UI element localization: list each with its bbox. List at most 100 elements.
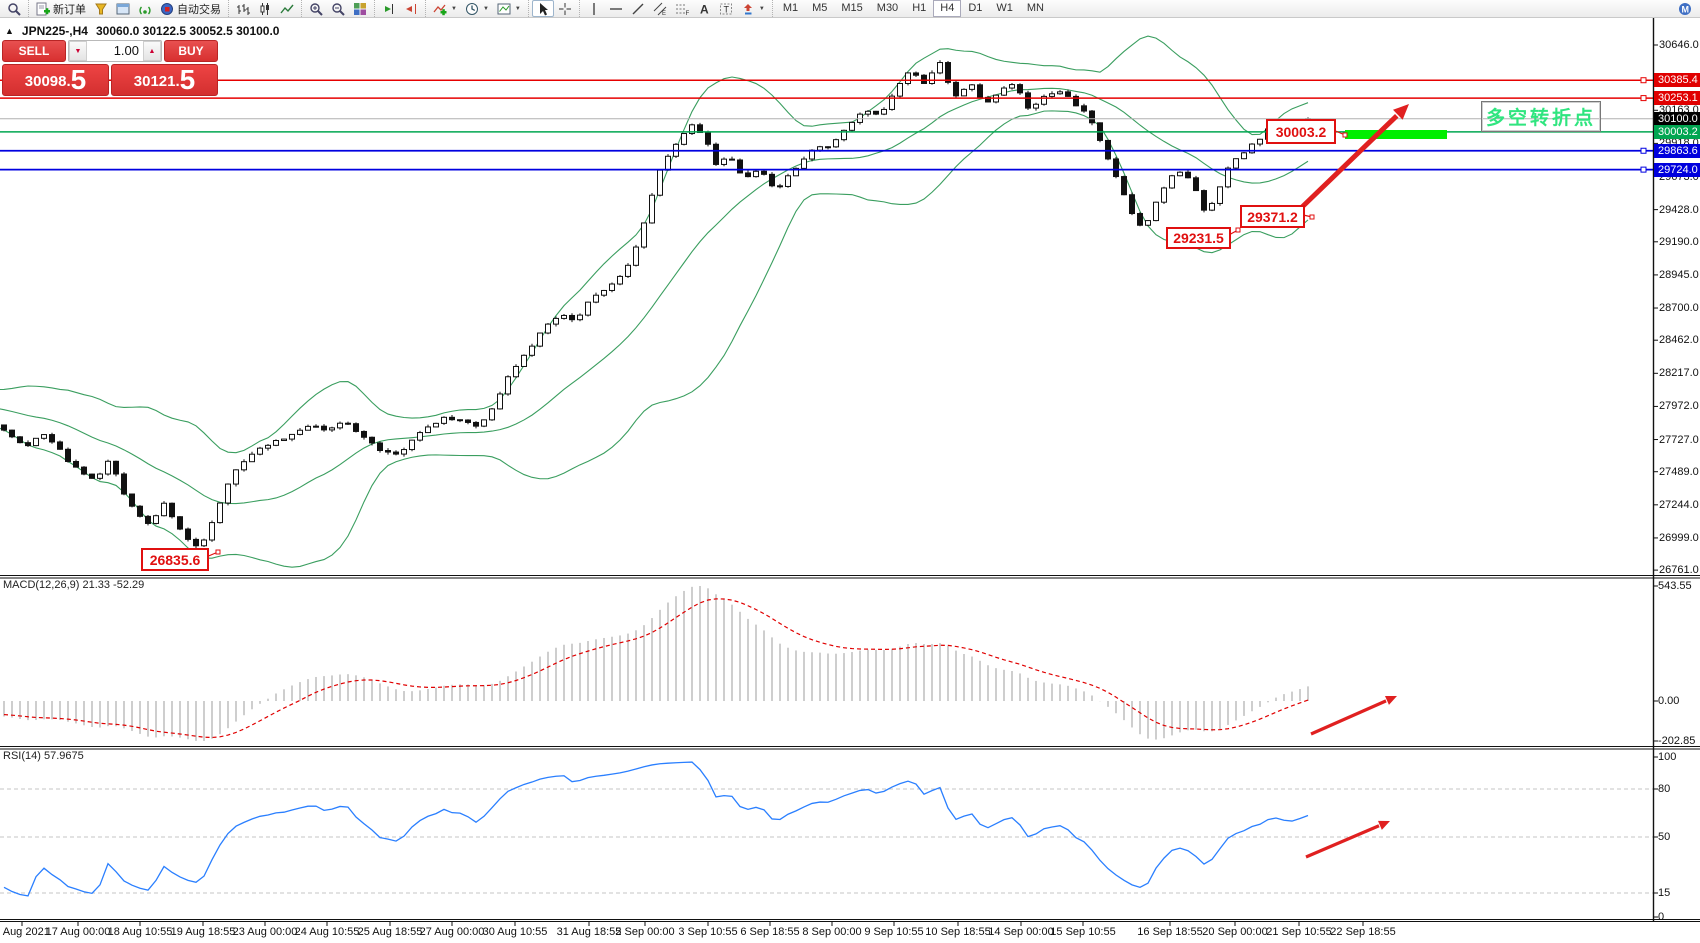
equidistant-channel-button[interactable]: E <box>649 0 671 17</box>
sell-button[interactable]: SELL <box>2 40 66 62</box>
svg-text:E: E <box>662 11 666 16</box>
timeframe-d1-button[interactable]: D1 <box>968 2 983 14</box>
price-tick-label: 28700.0 <box>1659 302 1699 315</box>
time-axis-label: 3 Aug 2021 <box>0 926 50 938</box>
rsi-tick-label: 100 <box>1658 751 1677 763</box>
new-chart-window-button[interactable] <box>112 0 134 17</box>
price-level-badge: 30003.2 <box>1654 124 1700 139</box>
collapse-triangle-icon[interactable]: ▲ <box>5 26 14 36</box>
horizontal-line-button[interactable] <box>605 0 627 17</box>
styler-button[interactable] <box>90 0 112 17</box>
price-tick-label: 26761.0 <box>1659 564 1699 577</box>
volume-value[interactable]: 1.00 <box>113 43 139 58</box>
vline-icon <box>593 2 595 15</box>
rsi-indicator-label: RSI(14) 57.9675 <box>3 750 84 762</box>
svg-text:M: M <box>1682 4 1690 14</box>
price-annotation-label: 30003.2 <box>1266 119 1336 144</box>
price-annotation-label: 26835.6 <box>141 548 209 571</box>
arrows-icon <box>743 3 752 14</box>
svg-text:F: F <box>685 10 689 16</box>
cursor-button[interactable] <box>531 0 554 17</box>
time-axis-label: 17 Aug 00:00 <box>45 926 111 938</box>
magnifier-icon <box>8 2 21 16</box>
volume-increase-button[interactable]: ▲ <box>143 41 161 61</box>
trendline-button[interactable] <box>627 0 649 17</box>
auto-scroll-icon <box>385 3 393 14</box>
periods-button[interactable]: ▼ <box>461 0 493 17</box>
autotrade-icon <box>161 2 173 15</box>
time-axis-label: 19 Aug 18:55 <box>170 926 236 938</box>
indicators-list-button[interactable]: ▼ <box>429 0 461 17</box>
time-axis-label: 24 Aug 10:55 <box>294 926 360 938</box>
macd-tick-label: 0.00 <box>1658 695 1680 707</box>
signals-button[interactable] <box>134 0 156 17</box>
price-level-badge: 30385.4 <box>1654 73 1700 88</box>
time-axis-label: 2 Sep 00:00 <box>615 926 675 938</box>
volume-decrease-button[interactable]: ▼ <box>69 41 87 61</box>
time-axis-label: 8 Sep 00:00 <box>802 926 862 938</box>
time-axis-label: 18 Aug 10:55 <box>107 926 173 938</box>
volume-spinner: ▼ 1.00 ▲ <box>68 40 162 62</box>
buy-button[interactable]: BUY <box>164 40 218 62</box>
macd-tick-label: 543.55 <box>1658 580 1692 592</box>
chart-shift-button[interactable] <box>400 0 422 17</box>
timeframe-m5-button[interactable]: M5 <box>812 2 828 14</box>
vertical-line-button[interactable] <box>583 0 605 17</box>
timeframe-h1-button[interactable]: H1 <box>912 2 927 14</box>
time-axis-label: 14 Sep 00:00 <box>988 926 1054 938</box>
text-button[interactable]: A <box>693 0 715 17</box>
price-tick-label: 26999.0 <box>1659 531 1699 544</box>
time-axis-label: 15 Sep 10:55 <box>1050 926 1116 938</box>
timeframe-mn-button[interactable]: MN <box>1026 2 1044 14</box>
toolbar-group-objects: E F A T ▼ <box>578 0 772 17</box>
sell-price-display[interactable]: 30098. 5 <box>2 64 109 96</box>
templates-button[interactable]: ▼ <box>493 0 525 17</box>
price-tick-label: 28945.0 <box>1659 268 1699 281</box>
buy-price-display[interactable]: 30121. 5 <box>111 64 218 96</box>
timeframe-w1-button[interactable]: W1 <box>996 2 1013 14</box>
sell-price-main: 30098. <box>24 73 71 90</box>
new-order-button[interactable]: 新订单 <box>32 0 90 17</box>
crosshair-icon <box>558 2 571 15</box>
timeframe-m15-button[interactable]: M15 <box>841 2 863 14</box>
time-axis-label: 9 Sep 10:55 <box>864 926 924 938</box>
sell-price-big-digit: 5 <box>70 64 87 95</box>
candlestick-chart-button[interactable] <box>254 0 276 17</box>
search-button[interactable] <box>3 0 25 17</box>
hline-icon <box>609 7 622 10</box>
timeframe-m30-button[interactable]: M30 <box>876 2 899 14</box>
text-label-button[interactable]: T <box>715 0 737 17</box>
price-tick-label: 29190.0 <box>1659 235 1699 248</box>
time-axis-label: 30 Aug 10:55 <box>482 926 548 938</box>
svg-text:T: T <box>723 4 729 14</box>
auto-trading-button[interactable]: 自动交易 <box>156 0 225 17</box>
fibonacci-retracement-button[interactable]: F <box>671 0 693 17</box>
bar-chart-button[interactable] <box>232 0 254 17</box>
arrows-button[interactable]: ▼ <box>737 0 769 17</box>
toolbar-group-timeframes: M1 M5 M15 M30 H1 H4 D1 W1 MN <box>771 0 1054 17</box>
time-axis-label: 23 Aug 00:00 <box>232 926 298 938</box>
funnel-icon <box>95 3 107 14</box>
rsi-tick-label: 15 <box>1658 887 1671 899</box>
community-button[interactable]: M <box>1674 0 1696 17</box>
timeframe-m1-button[interactable]: M1 <box>782 2 799 14</box>
toolbar-group-file <box>0 0 28 17</box>
toolbar-group-pointer <box>527 0 579 17</box>
zoom-in-button[interactable] <box>305 0 327 17</box>
turning-point-note: 多空转折点 <box>1481 101 1601 132</box>
crosshair-button[interactable] <box>554 0 576 17</box>
price-level-badge: 29863.6 <box>1654 143 1700 158</box>
auto-scroll-button[interactable] <box>378 0 400 17</box>
price-tick-label: 30646.0 <box>1659 39 1699 51</box>
buy-price-main: 30121. <box>133 73 180 90</box>
time-axis-label: 21 Sep 10:55 <box>1266 926 1332 938</box>
line-chart-button[interactable] <box>276 0 298 17</box>
timeframe-h4-button[interactable]: H4 <box>933 0 962 17</box>
price-annotation-label: 29371.2 <box>1240 205 1305 228</box>
zoom-out-button[interactable] <box>327 0 349 17</box>
time-axis-label: 6 Sep 18:55 <box>740 926 800 938</box>
tile-windows-button[interactable] <box>349 0 371 17</box>
time-axis-label: 25 Aug 18:55 <box>357 926 423 938</box>
indicators-icon <box>433 4 447 15</box>
